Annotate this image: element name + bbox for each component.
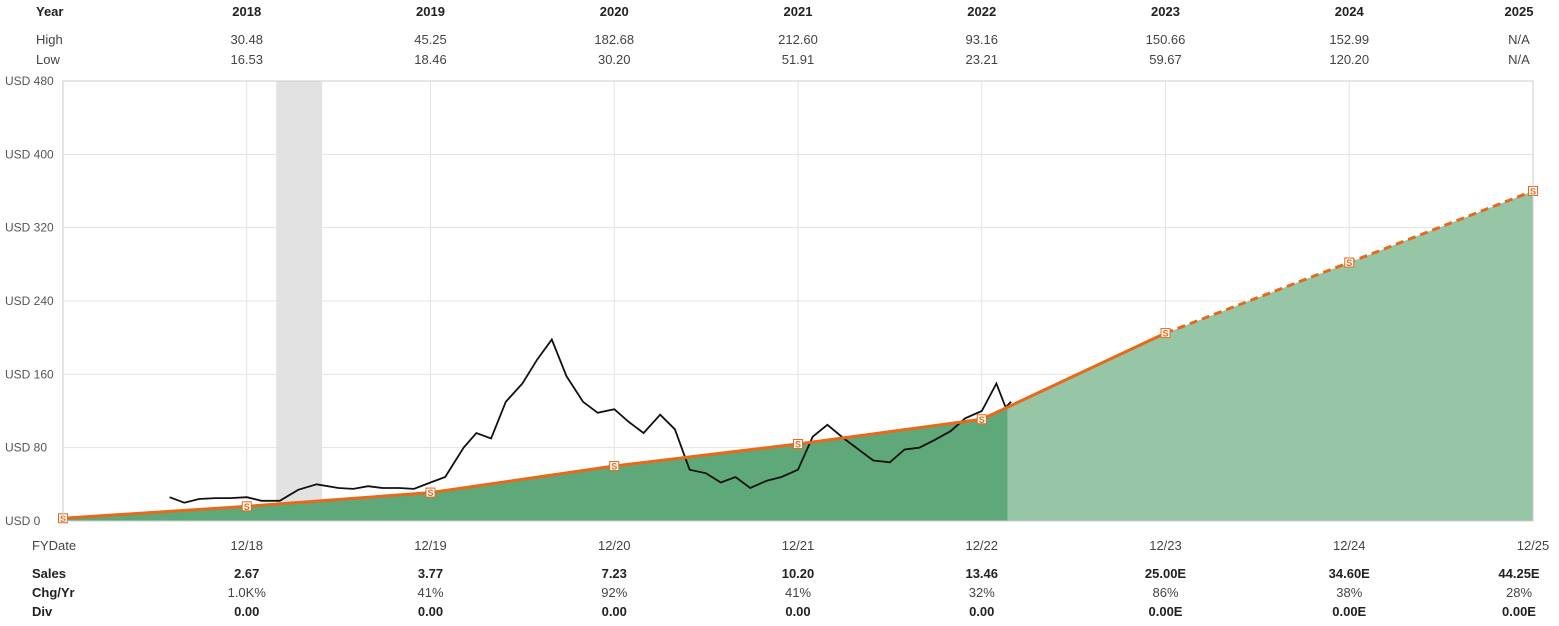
y-tick-label: USD 80 [5, 441, 47, 455]
sales-marker: S [1345, 258, 1354, 268]
y-tick-label: USD 480 [5, 74, 54, 88]
sales-cell: 44.25E [1498, 566, 1539, 581]
sales-marker: S [1161, 329, 1170, 339]
fydate-cell: 12/24 [1333, 538, 1366, 553]
sales-marker-label: S [795, 440, 801, 450]
div-cell: 0.00 [602, 604, 627, 619]
sales-marker: S [610, 462, 619, 472]
year-row-label: Year [36, 4, 63, 19]
high-cell: 93.16 [965, 32, 998, 47]
low-cell: 59.67 [1149, 52, 1182, 67]
high-cell: 152.99 [1329, 32, 1369, 47]
year-cell: 2025 [1505, 4, 1534, 19]
sales-row-label: Sales [32, 566, 66, 581]
div-cell: 0.00E [1149, 604, 1183, 619]
sales-marker: S [794, 440, 803, 450]
div-cell: 0.00E [1502, 604, 1536, 619]
year-cell: 2021 [784, 4, 813, 19]
fydate-cell: 12/21 [782, 538, 815, 553]
low-cell: 23.21 [965, 52, 998, 67]
high-cell: 45.25 [414, 32, 447, 47]
sales-cell: 7.23 [602, 566, 627, 581]
high-row-label: High [36, 32, 63, 47]
sales-cell: 25.00E [1145, 566, 1186, 581]
y-axis: USD 0 USD 80 USD 160 USD 240 USD 320 USD 400 U… [5, 74, 54, 528]
sales-marker-label: S [1162, 329, 1168, 339]
low-cell: 51.91 [782, 52, 815, 67]
y-tick-label: USD 400 [5, 147, 54, 161]
chg-cell: 41% [417, 585, 443, 600]
div-cell: 0.00 [969, 604, 994, 619]
div-row-label: Div [32, 604, 52, 619]
sales-marker: S [426, 488, 435, 498]
high-cell: 182.68 [594, 32, 634, 47]
chg-cell: 32% [969, 585, 995, 600]
fydate-cell: 12/18 [230, 538, 263, 553]
sales-cell: 13.46 [965, 566, 998, 581]
year-cell: 2020 [600, 4, 629, 19]
y-tick-label: USD 160 [5, 367, 54, 381]
sales-cell: 34.60E [1329, 566, 1370, 581]
sales-marker: S [242, 502, 251, 512]
sales-marker-label: S [427, 488, 433, 498]
fydate-row-label: FYDate [32, 538, 76, 553]
y-tick-label: USD 0 [5, 514, 41, 528]
sales-marker: S [977, 415, 986, 425]
chg-cell: 86% [1152, 585, 1178, 600]
sales-cell: 3.77 [418, 566, 443, 581]
sales-cell: 10.20 [782, 566, 815, 581]
high-cell: 212.60 [778, 32, 818, 47]
year-cell: 2024 [1335, 4, 1364, 19]
high-cell: N/A [1508, 32, 1530, 47]
low-row-label: Low [36, 52, 60, 67]
chg-cell: 28% [1506, 585, 1532, 600]
year-cell: 2022 [967, 4, 996, 19]
low-cell: 120.20 [1329, 52, 1369, 67]
div-cell: 0.00 [785, 604, 810, 619]
sales-marker-label: S [1346, 258, 1352, 268]
chg-row-label: Chg/Yr [32, 585, 75, 600]
chg-cell: 41% [785, 585, 811, 600]
sales-marker-label: S [244, 502, 250, 512]
fydate-cell: 12/20 [598, 538, 631, 553]
fydate-cell: 12/23 [1149, 538, 1182, 553]
fydate-cell: 12/22 [965, 538, 998, 553]
actual-area [63, 407, 1007, 521]
low-cell: 30.20 [598, 52, 631, 67]
fydate-cell: 12/25 [1517, 538, 1550, 553]
y-tick-label: USD 320 [5, 221, 54, 235]
high-cell: 150.66 [1146, 32, 1186, 47]
year-cell: 2018 [232, 4, 261, 19]
y-tick-label: USD 240 [5, 294, 54, 308]
recession-band [276, 81, 322, 521]
div-cell: 0.00 [418, 604, 443, 619]
year-cell: 2019 [416, 4, 445, 19]
low-cell: N/A [1508, 52, 1530, 67]
sales-marker-label: S [979, 415, 985, 425]
chg-cell: 92% [601, 585, 627, 600]
chg-cell: 1.0K% [228, 585, 266, 600]
sales-cell: 2.67 [234, 566, 259, 581]
low-cell: 16.53 [230, 52, 263, 67]
low-cell: 18.46 [414, 52, 447, 67]
div-cell: 0.00 [234, 604, 259, 619]
estimate-area [1007, 191, 1533, 521]
high-cell: 30.48 [230, 32, 263, 47]
fydate-cell: 12/19 [414, 538, 447, 553]
div-cell: 0.00E [1332, 604, 1366, 619]
year-cell: 2023 [1151, 4, 1180, 19]
chg-cell: 38% [1336, 585, 1362, 600]
sales-marker-label: S [611, 462, 617, 472]
